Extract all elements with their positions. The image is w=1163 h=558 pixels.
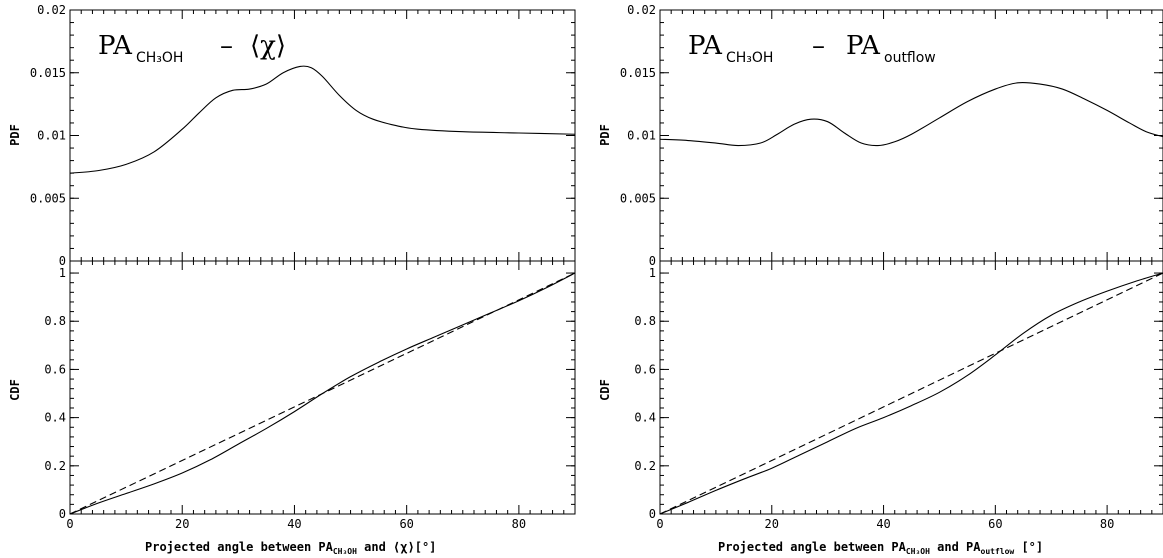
y-tick-label: 0.6 bbox=[634, 362, 656, 376]
xlabel-part-c: [°] bbox=[1014, 540, 1043, 554]
panel-bottom-left: CDF Projected angle between PACH₃OH and … bbox=[8, 260, 576, 556]
panel-bottom-right: CDF Projected angle between PACH₃OH and … bbox=[598, 260, 1163, 556]
y-tick-label: 0.2 bbox=[634, 459, 656, 473]
distribution-line bbox=[69, 65, 576, 174]
y-tick-label: 0.8 bbox=[634, 314, 656, 328]
uniform-reference-line bbox=[69, 272, 576, 515]
x-tick-label: 60 bbox=[399, 517, 413, 531]
y-tick-label: 0.01 bbox=[627, 129, 656, 143]
y-tick-label: 0.005 bbox=[30, 191, 66, 205]
title-base: PA bbox=[688, 31, 723, 61]
y-tick-label: 0.02 bbox=[37, 3, 66, 17]
y-tick-label: 0.01 bbox=[37, 129, 66, 143]
xlabel-sub-a: CH₃OH bbox=[333, 547, 357, 556]
y-tick-label: 0.2 bbox=[44, 459, 66, 473]
x-tick-label: 20 bbox=[765, 517, 779, 531]
x-tick-label: 40 bbox=[876, 517, 890, 531]
xlabel-part-b: and ⟨χ⟩[°] bbox=[357, 540, 436, 554]
title-rhs: PA bbox=[846, 31, 881, 61]
ylabel-pdf: PDF bbox=[598, 124, 612, 146]
title-top-left: PA CH₃OH – ⟨χ⟩ bbox=[98, 31, 286, 66]
xlabel-sub-a: CH₃OH bbox=[906, 547, 930, 556]
y-tick-label: 0.02 bbox=[627, 3, 656, 17]
ylabel-cdf: CDF bbox=[8, 379, 22, 401]
title-top-right: PA CH₃OH – PA outflow bbox=[688, 31, 936, 66]
ylabel-cdf: CDF bbox=[598, 379, 612, 401]
x-tick-label: 40 bbox=[287, 517, 301, 531]
y-tick-label: 0.015 bbox=[30, 66, 66, 80]
xlabel-part-a: Projected angle between PA bbox=[145, 540, 334, 554]
y-tick-label: 1 bbox=[649, 266, 656, 280]
xlabel-text: Projected angle between PACH₃OH and PAou… bbox=[718, 540, 1043, 556]
xlabel-bottom-right: Projected angle between PACH₃OH and PAou… bbox=[718, 540, 1043, 556]
x-tick-label: 80 bbox=[1100, 517, 1114, 531]
y-tick-label: 0.8 bbox=[44, 314, 66, 328]
title-rhs: ⟨χ⟩ bbox=[250, 31, 286, 61]
uniform-reference-line bbox=[659, 272, 1163, 515]
title-subscript: CH₃OH bbox=[136, 50, 183, 66]
panel-frame bbox=[69, 9, 576, 262]
distribution-line bbox=[659, 272, 1163, 515]
y-tick-label: 0.4 bbox=[634, 411, 656, 425]
y-tick-label: 0 bbox=[59, 507, 66, 521]
y-tick-label: 0 bbox=[59, 254, 66, 268]
panel-top-left: PA CH₃OH – ⟨χ⟩ PDF 0 0.005 0.01 0.015 0.02 bbox=[8, 3, 576, 268]
ylabel-pdf: PDF bbox=[8, 124, 22, 146]
xlabel-part-b: and PA bbox=[930, 540, 981, 554]
xlabel-part-a: Projected angle between PA bbox=[718, 540, 907, 554]
xlabel-bottom-left: Projected angle between PACH₃OH and ⟨χ⟩[… bbox=[145, 540, 436, 556]
title-separator: – bbox=[812, 31, 825, 61]
x-tick-label: 20 bbox=[175, 517, 189, 531]
y-tick-label: 0.6 bbox=[44, 362, 66, 376]
y-tick-label: 0 bbox=[649, 254, 656, 268]
panel-frame bbox=[659, 9, 1163, 262]
xlabel-sub-b: outflow bbox=[981, 547, 1015, 556]
distribution-line bbox=[659, 81, 1163, 147]
y-tick-label: 0 bbox=[649, 507, 656, 521]
xlabel-text: Projected angle between PACH₃OH and ⟨χ⟩[… bbox=[145, 540, 436, 556]
title-rhs-subscript: outflow bbox=[884, 50, 936, 66]
x-tick-label: 60 bbox=[988, 517, 1002, 531]
y-tick-label: 1 bbox=[59, 266, 66, 280]
y-tick-label: 0.015 bbox=[620, 66, 656, 80]
x-tick-label: 0 bbox=[66, 517, 73, 531]
title-base: PA bbox=[98, 31, 133, 61]
x-tick-label: 0 bbox=[656, 517, 663, 531]
title-subscript: CH₃OH bbox=[726, 50, 773, 66]
panel-top-right: PA CH₃OH – PA outflow PDF 0 0.005 0.01 0.01… bbox=[598, 3, 1163, 268]
x-tick-label: 80 bbox=[512, 517, 526, 531]
title-separator: – bbox=[220, 31, 233, 61]
panel-frame bbox=[69, 260, 576, 515]
y-tick-label: 0.005 bbox=[620, 191, 656, 205]
panel-frame bbox=[659, 260, 1163, 515]
y-tick-label: 0.4 bbox=[44, 411, 66, 425]
